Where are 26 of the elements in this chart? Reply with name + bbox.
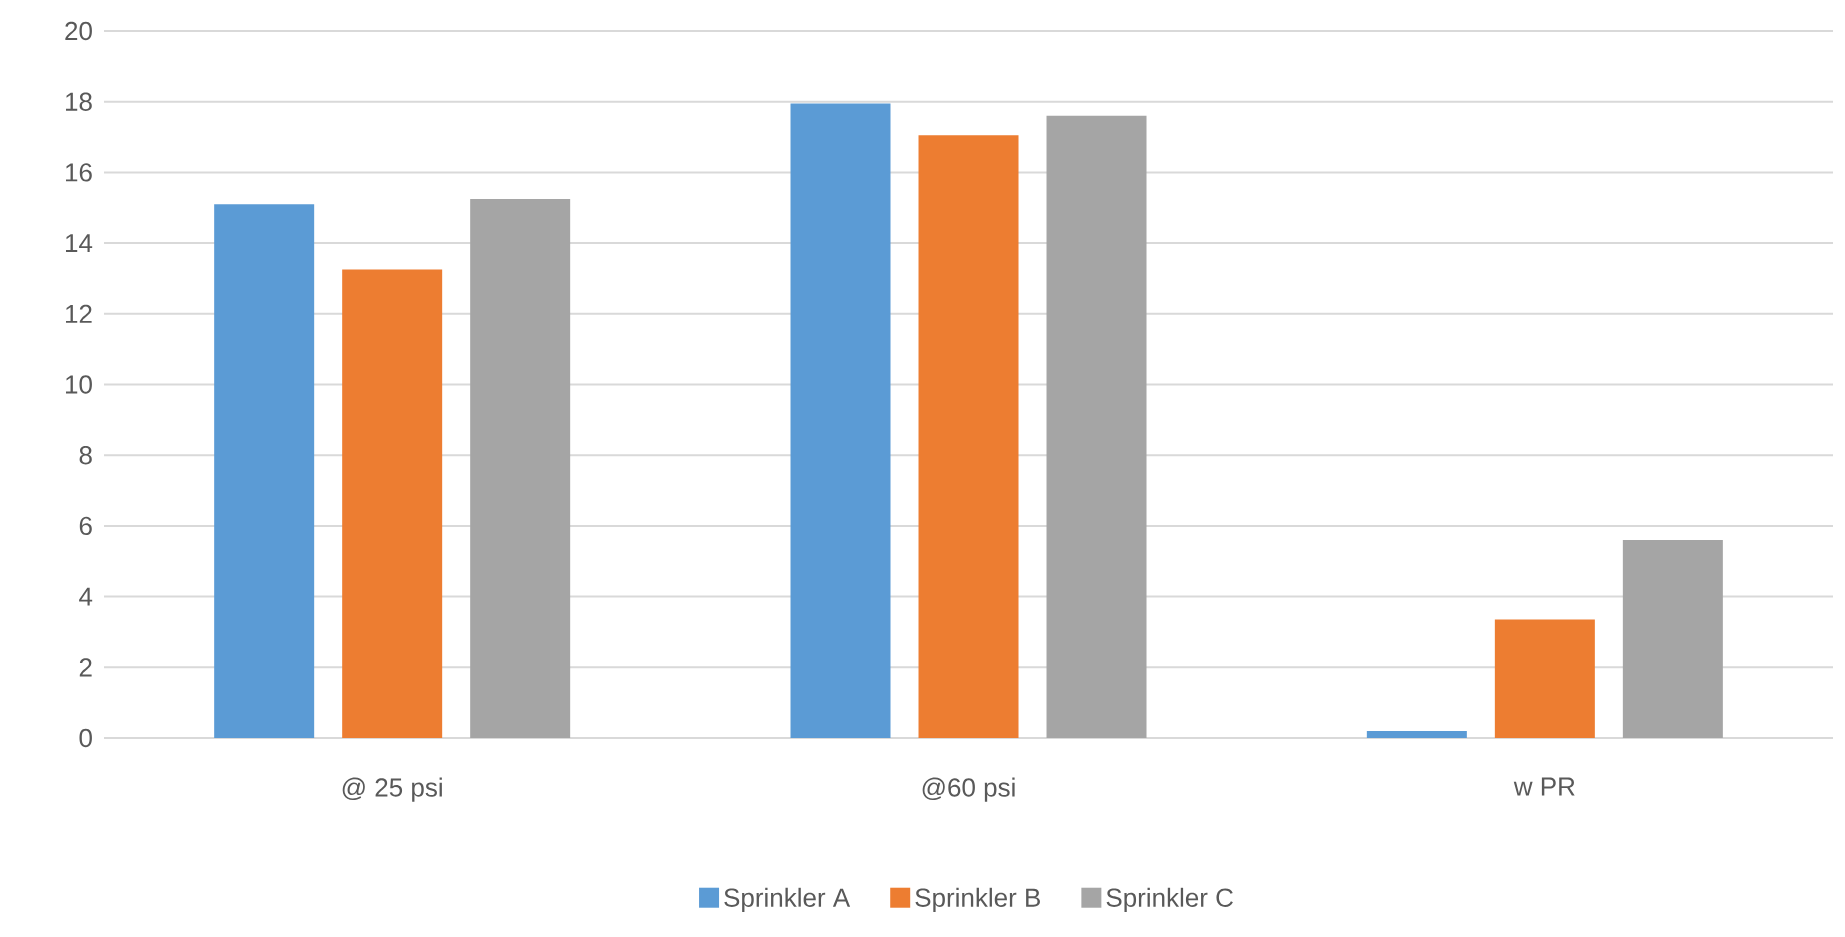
- bar: [1622, 540, 1723, 738]
- bar: [470, 198, 571, 738]
- y-tick-label: 0: [79, 728, 92, 748]
- bar: [1046, 115, 1147, 738]
- y-tick-label: 6: [79, 516, 92, 536]
- y-tick-label: 10: [66, 375, 92, 394]
- legend-label: Sprinkler B: [915, 887, 1040, 913]
- y-tick-label: 14: [66, 234, 93, 253]
- x-tick-label: w PR: [1513, 777, 1575, 796]
- y-tick-label: 20: [65, 21, 92, 41]
- y-tick-label: 8: [79, 445, 92, 465]
- bar: [1366, 730, 1467, 738]
- x-tick-label: @ 25 psi: [342, 777, 442, 802]
- y-tick-label: 2: [79, 658, 92, 677]
- bar: [790, 103, 891, 738]
- bar: [1494, 619, 1595, 738]
- bar: [214, 204, 315, 738]
- y-tick-label: 12: [66, 304, 92, 323]
- legend-label: Sprinkler A: [724, 887, 851, 913]
- bar: [342, 269, 443, 738]
- bar: [918, 135, 1019, 738]
- legend-label: Sprinkler C: [1106, 887, 1233, 913]
- y-tick-label: 4: [79, 587, 93, 606]
- x-tick-label: @60 psi: [922, 777, 1015, 802]
- y-tick-label: 18: [66, 92, 92, 111]
- y-tick-label: 16: [66, 163, 92, 182]
